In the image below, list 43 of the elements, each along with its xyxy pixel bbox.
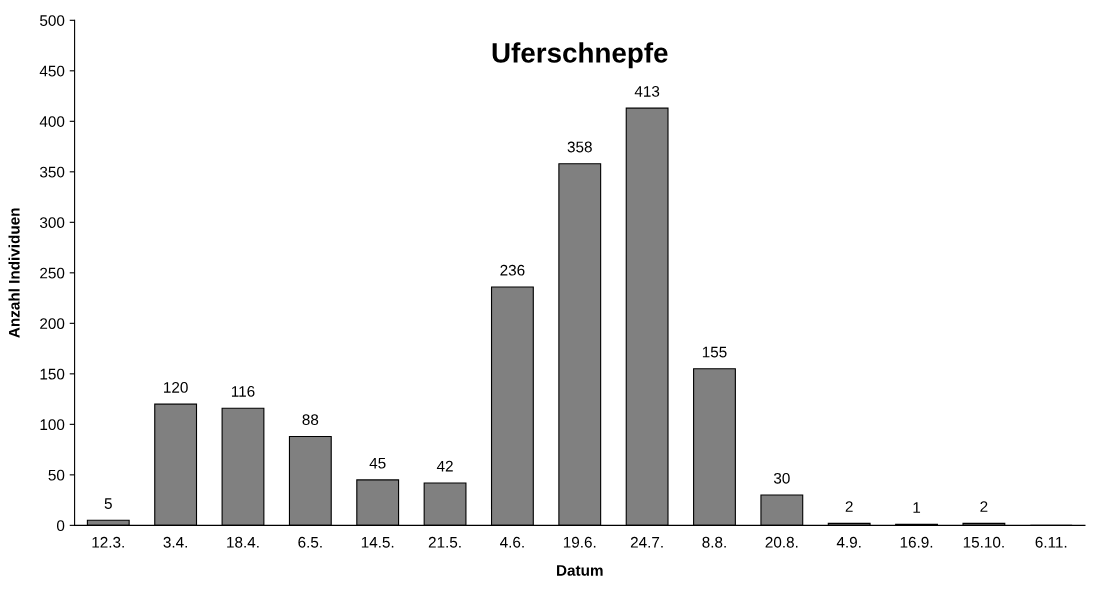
y-tick-label: 300 (39, 217, 65, 229)
x-tick-label: 19.6. (563, 536, 596, 548)
data-label: 30 (773, 472, 790, 484)
x-tick-label: 24.7. (630, 536, 663, 548)
x-tick-label: 4.9. (836, 536, 861, 548)
x-tick-label: 3.4. (163, 536, 187, 548)
x-tick-label: 8.8. (702, 536, 726, 548)
data-label: 413 (634, 86, 660, 97)
y-tick-label: 0 (56, 520, 65, 532)
x-tick-label: 12.3. (92, 536, 124, 548)
y-tick-label: 200 (40, 318, 65, 330)
y-tick-label: 350 (39, 166, 65, 178)
x-tick-label: 6.11. (1035, 536, 1067, 548)
data-label: 2 (845, 501, 853, 512)
x-tick-label: 4.6. (500, 536, 524, 548)
y-tick-label: 450 (39, 65, 65, 77)
x-tick-label: 16.9. (900, 536, 933, 548)
data-label: 45 (369, 457, 386, 469)
x-tick-label: 6.5. (298, 536, 322, 548)
x-tick-label: 15.10. (963, 536, 1004, 548)
y-tick-label: 400 (39, 116, 65, 127)
data-label: 155 (702, 346, 727, 358)
data-label: 120 (164, 381, 188, 393)
data-label: 1 (913, 502, 921, 513)
data-label: 2 (980, 501, 988, 512)
data-label: 88 (302, 414, 319, 426)
y-axis-title: Anzahl Individuen (8, 208, 20, 338)
y-tick-label: 250 (40, 267, 65, 279)
data-label: 42 (436, 460, 453, 472)
data-label: 116 (231, 386, 255, 397)
data-label: 358 (567, 141, 592, 153)
data-label: 5 (104, 498, 112, 509)
x-tick-label: 14.5. (361, 537, 394, 548)
y-tick-label: 50 (48, 469, 65, 481)
x-axis-title: Datum (557, 565, 603, 576)
y-tick-label: 100 (40, 419, 65, 431)
y-tick-label: 150 (40, 368, 65, 380)
text: Uferschnepfe (492, 42, 668, 69)
x-tick-label: 20.8. (765, 536, 798, 548)
y-tick-label: 500 (40, 15, 65, 26)
x-tick-label: 21.5. (428, 536, 461, 548)
data-label: 236 (500, 264, 525, 276)
x-tick-label: 18.4. (227, 536, 259, 548)
